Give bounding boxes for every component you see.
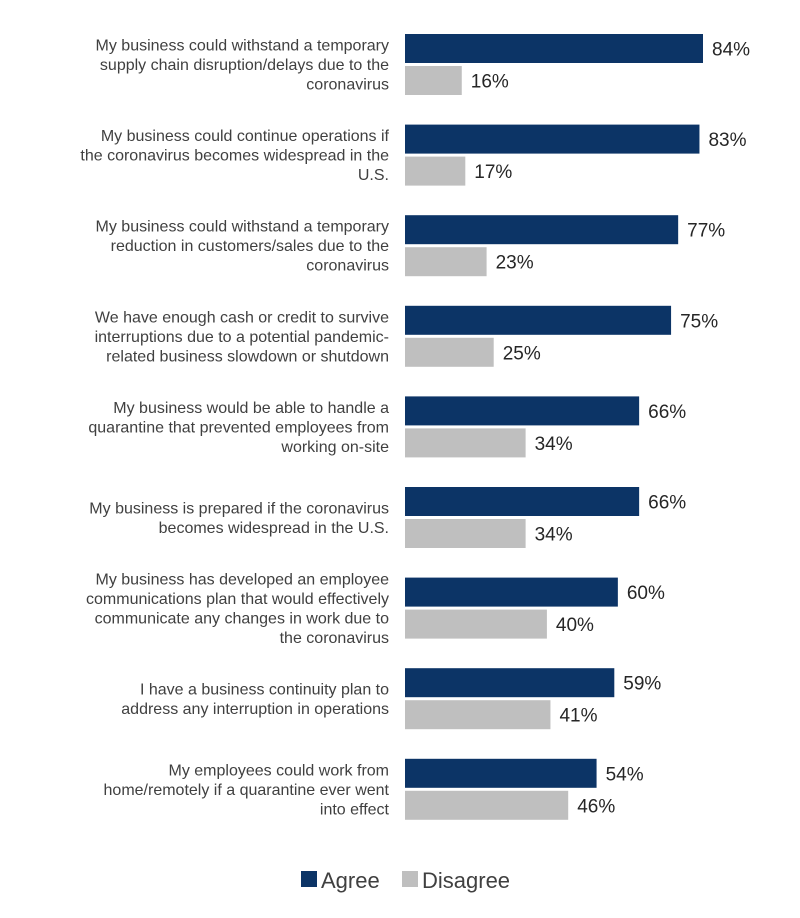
value-label-agree: 84%: [712, 40, 750, 61]
category-label-line: home/remotely if a quarantine ever went: [104, 782, 390, 799]
bar-disagree: [405, 156, 466, 186]
category-label: I have a business continuity plan to addr…: [121, 681, 389, 718]
category-label-line: coronavirus: [306, 258, 389, 275]
legend-swatch-disagree: [402, 871, 418, 887]
value-label-agree: 60%: [627, 583, 665, 604]
value-label-disagree: 17%: [474, 162, 512, 183]
value-label-agree: 75%: [680, 311, 718, 332]
category-label-line: communicate any changes in work due to: [95, 610, 389, 627]
category-label-line: My business could withstand a temporary: [96, 219, 389, 236]
bar-disagree: [405, 66, 462, 95]
category-label-line: My business could withstand a temporary: [96, 38, 389, 55]
value-label-agree: 54%: [606, 764, 644, 785]
bar-agree: [405, 577, 618, 607]
legend-label-agree: Agree: [321, 868, 380, 893]
category-label: My business could continue operations if…: [80, 128, 389, 184]
value-label-disagree: 23%: [496, 253, 534, 274]
category-label-line: interruptions due to a potential pandemi…: [95, 329, 389, 346]
category-label-line: My business is prepared if the coronavir…: [89, 500, 389, 517]
bar-agree: [405, 34, 703, 63]
category-label-line: the coronavirus becomes widespread in th…: [80, 148, 389, 165]
category-label-line: supply chain disruption/delays due to th…: [100, 57, 389, 74]
bar-agree: [405, 305, 672, 335]
value-labels: 84% 16% 83% 17% 77% 23% 75% 25% 66% 34% 66% 34% 60% 4…: [471, 40, 750, 818]
value-label-agree: 59%: [623, 674, 661, 695]
bar-disagree: [405, 337, 494, 367]
category-label-line: address any interruption in operations: [121, 701, 389, 718]
value-label-agree: 83%: [708, 130, 746, 151]
bar-disagree: [405, 700, 551, 730]
bar-agree: [405, 396, 640, 426]
category-label: My business has developed an employee com…: [86, 571, 389, 647]
value-label-agree: 66%: [648, 493, 686, 514]
category-label: My business could withstand a temporary s…: [96, 38, 390, 94]
value-label-disagree: 16%: [471, 72, 509, 93]
category-label: We have enough cash or credit to survive…: [95, 309, 390, 365]
bar-disagree: [405, 790, 569, 820]
category-label-line: I have a business continuity plan to: [140, 681, 389, 698]
category-label-line: My business has developed an employee: [95, 571, 389, 588]
category-label-line: reduction in customers/sales due to the: [111, 238, 389, 255]
bar-agree: [405, 124, 700, 154]
category-label: My business is prepared if the coronavir…: [89, 500, 389, 537]
category-label-line: related business slowdown or shutdown: [106, 348, 389, 365]
category-label: My business would be able to handle a qua…: [88, 400, 389, 456]
legend: Agree Disagree: [301, 868, 510, 893]
category-label: My business could withstand a temporary r…: [96, 219, 390, 275]
category-label-line: My employees could work from: [168, 762, 389, 779]
value-label-disagree: 41%: [559, 706, 597, 727]
category-label-line: coronavirus: [306, 77, 389, 94]
bar-disagree: [405, 428, 526, 458]
bar-agree: [405, 668, 615, 698]
category-label-line: into effect: [320, 801, 390, 818]
category-label-line: becomes widespread in the U.S.: [159, 520, 389, 537]
category-label-line: quarantine that prevented employees from: [88, 419, 389, 436]
value-label-disagree: 34%: [535, 525, 573, 546]
category-label-line: working on-site: [280, 439, 389, 456]
bar-disagree: [405, 247, 487, 277]
bar-disagree: [405, 519, 526, 548]
bar-agree: [405, 758, 597, 788]
value-label-agree: 77%: [687, 221, 725, 242]
category-label-line: We have enough cash or credit to survive: [95, 309, 389, 326]
bar-disagree: [405, 609, 547, 639]
bars: [405, 34, 703, 820]
bar-agree: [405, 215, 679, 245]
bar-agree: [405, 487, 640, 516]
category-labels: My business could withstand a temporary s…: [80, 38, 389, 819]
value-label-agree: 66%: [648, 402, 686, 423]
category-label-line: My business could continue operations if: [101, 128, 390, 145]
value-label-disagree: 25%: [503, 343, 541, 364]
category-label-line: U.S.: [358, 167, 389, 184]
category-label-line: communications plan that would effective…: [86, 591, 389, 608]
value-label-disagree: 34%: [535, 434, 573, 455]
legend-label-disagree: Disagree: [422, 868, 510, 893]
category-label-line: the coronavirus: [280, 630, 389, 647]
value-label-disagree: 46%: [577, 796, 615, 817]
value-label-disagree: 40%: [556, 615, 594, 636]
category-label: My employees could work from home/remotel…: [104, 762, 390, 818]
legend-swatch-agree: [301, 871, 317, 887]
category-label-line: My business would be able to handle a: [113, 400, 389, 417]
